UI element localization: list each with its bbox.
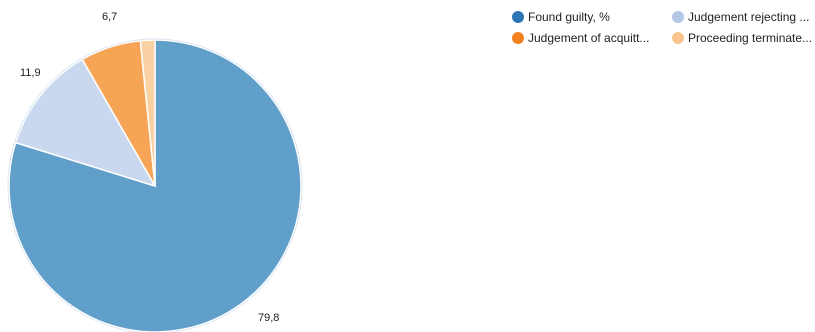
pie-outline <box>7 38 303 332</box>
legend-item-judgement-rejecting[interactable]: Judgement rejecting ... <box>672 10 809 24</box>
data-label: 79,8 <box>258 312 279 324</box>
data-label: 11,9 <box>20 67 41 79</box>
legend-item-proceeding-terminated[interactable]: Proceeding terminate... <box>672 31 812 45</box>
data-label: 6,7 <box>102 11 117 23</box>
pie-slice[interactable] <box>139 39 156 187</box>
legend-label: Judgement of acquitt... <box>528 31 650 45</box>
legend-label: Proceeding terminate... <box>688 31 813 45</box>
legend-item-found-guilty[interactable]: Found guilty, % <box>512 10 610 24</box>
pie-slice[interactable] <box>14 58 157 188</box>
legend-item-judgement-acquittal[interactable]: Judgement of acquitt... <box>512 31 649 45</box>
legend-label: Found guilty, % <box>528 10 610 24</box>
legend-swatch <box>672 32 684 44</box>
legend-swatch <box>512 11 524 23</box>
legend-swatch <box>512 32 524 44</box>
legend-label: Judgement rejecting ... <box>688 10 810 24</box>
legend-swatch <box>672 11 684 23</box>
